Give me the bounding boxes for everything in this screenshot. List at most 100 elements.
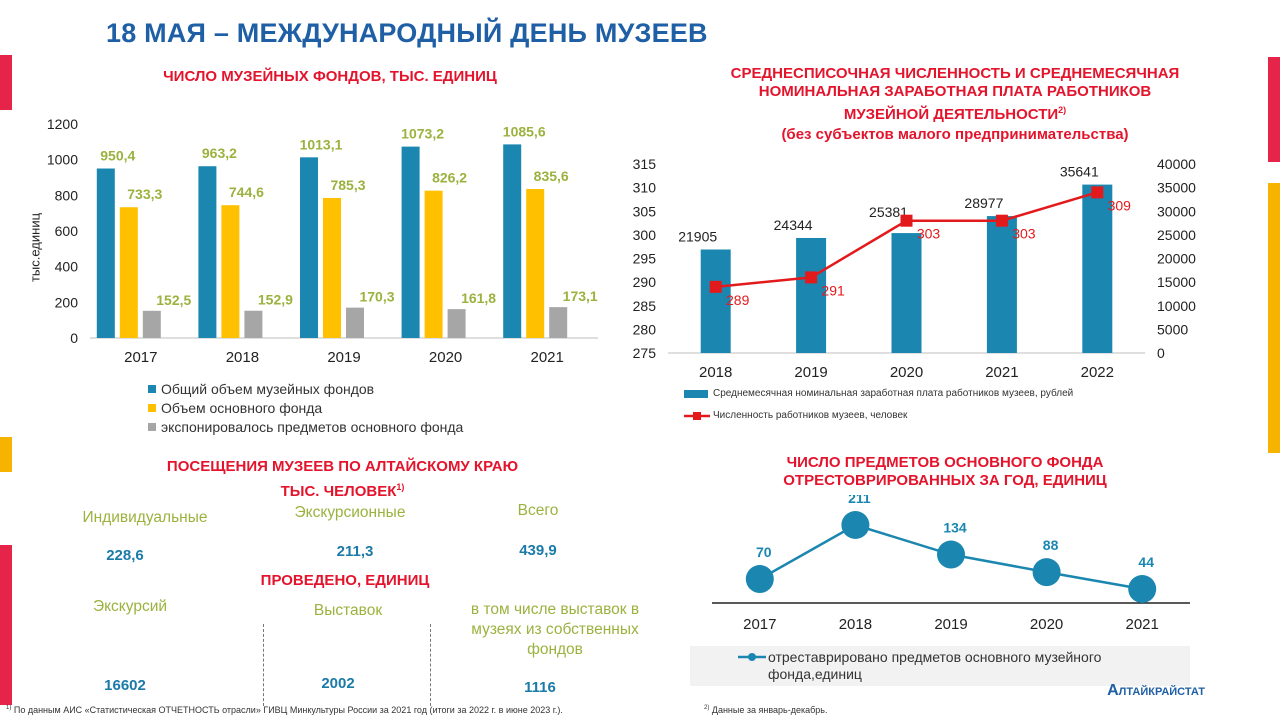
salary-right-tick-3: 15000 — [1157, 274, 1196, 290]
salary-bar-2022 — [1082, 184, 1113, 353]
brand-logo-text: Алтайкрайстат — [1107, 682, 1205, 699]
restored-xtick-2021: 2021 — [1126, 616, 1159, 633]
funds-bar-s2-2018 — [244, 310, 263, 338]
salary-bar-2020 — [891, 233, 922, 353]
funds-label-s1-2018: 744,6 — [229, 184, 264, 200]
salary-left-tick-6: 305 — [633, 203, 657, 219]
staff-marker-2019 — [805, 271, 818, 284]
accent-red-right — [1268, 57, 1280, 162]
restored-marker-2018 — [841, 511, 870, 539]
salary-legend-bar: Среднемесячная номинальная заработная пл… — [684, 388, 1073, 399]
funds-bar-s1-2019 — [323, 197, 341, 338]
funds-label-s2-2018: 152,9 — [258, 292, 293, 308]
funds-bar-s1-2021 — [526, 188, 545, 338]
visits-heading-sup: 1) — [396, 482, 405, 492]
accent-yellow-left — [0, 437, 12, 472]
salary-right-tick-8: 40000 — [1157, 156, 1196, 172]
salary-left-tick-4: 295 — [633, 251, 657, 267]
funds-chart-heading: ЧИСЛО МУЗЕЙНЫХ ФОНДОВ, ТЫС. ЕДИНИЦ — [163, 68, 497, 85]
salary-bar-2018 — [700, 249, 731, 353]
accent-red-top-left — [0, 55, 12, 110]
legend-swatch-gray — [148, 423, 156, 431]
salary-bar-2021 — [986, 216, 1017, 353]
salary-heading-line2: НОМИНАЛЬНАЯ ЗАРАБОТНАЯ ПЛАТА РАБОТНИКОВ — [758, 83, 1152, 100]
restored-xtick-2018: 2018 — [839, 616, 872, 633]
restored-marker-2020 — [1032, 558, 1061, 587]
funds-ytick-2: 400 — [55, 259, 79, 275]
restored-chart-marks: 70 2017 211 2018 134 2019 88 2020 44 2021 — [712, 495, 1190, 633]
funds-legend-label-exhibited: экспонировалось предметов основного фонд… — [161, 419, 464, 435]
salary-chart-line: 289 291 303 303 309 — [709, 186, 1132, 308]
visits-value-individual: 228,6 — [106, 547, 144, 564]
salary-left-tick-8: 315 — [633, 156, 657, 172]
funds-chart-ylabel: тыс.единиц — [27, 212, 43, 283]
funds-label-s0-2019: 1013,1 — [300, 136, 343, 152]
funds-label-s2-2019: 170,3 — [359, 289, 394, 305]
funds-label-s0-2017: 950,4 — [100, 148, 135, 164]
accent-yellow-right — [1268, 183, 1280, 453]
salary-xtick-2019: 2019 — [794, 364, 827, 381]
funds-xtick-2019: 2019 — [327, 349, 360, 366]
held-separator-1 — [263, 624, 264, 706]
held-heading: ПРОВЕДЕНО, ЕДИНИЦ — [260, 572, 430, 589]
salary-left-tick-7: 310 — [633, 180, 657, 196]
staff-marker-2020 — [900, 214, 913, 227]
funds-label-s0-2018: 963,2 — [202, 145, 237, 161]
funds-bar-s0-2019 — [300, 157, 318, 338]
salary-legend-line: Численность работников музеев, человек — [684, 410, 907, 421]
staff-label-2018: 289 — [726, 292, 750, 308]
salary-chart-heading: СРЕДНЕСПИСОЧНАЯ ЧИСЛЕННОСТЬ И СРЕДНЕМЕСЯ… — [640, 65, 1270, 144]
salary-left-tick-1: 280 — [633, 321, 657, 337]
restored-xtick-2020: 2020 — [1030, 616, 1063, 633]
visits-label-excursion: Экскурсионные — [294, 504, 406, 521]
held-label-exhibitions: Выставок — [313, 602, 383, 619]
salary-xtick-2021: 2021 — [985, 364, 1018, 381]
held-value-exhibitions: 2002 — [321, 675, 355, 692]
legend-swatch-blue — [148, 385, 156, 393]
funds-legend-label-main: Объем основного фонда — [161, 400, 323, 416]
funds-bar-s1-2020 — [424, 190, 443, 338]
staff-label-2019: 291 — [821, 282, 845, 298]
salary-heading-line3: МУЗЕЙНОЙ ДЕЯТЕЛЬНОСТИ — [843, 106, 1059, 123]
staff-marker-2018 — [709, 280, 722, 293]
held-value-excursions: 16602 — [104, 677, 146, 694]
salary-bar-2019 — [796, 237, 827, 353]
funds-xtick-2018: 2018 — [226, 349, 259, 366]
salary-xtick-2020: 2020 — [890, 364, 923, 381]
visits-value-total: 439,9 — [519, 542, 557, 559]
staff-label-2021: 303 — [1012, 226, 1036, 242]
footnote-2: 2) Данные за январь-декабрь. — [704, 705, 827, 715]
salary-right-tick-6: 30000 — [1157, 203, 1196, 219]
staff-marker-2021 — [995, 214, 1008, 227]
funds-bar-s0-2020 — [401, 146, 420, 338]
visits-label-individual: Индивидуальные — [82, 509, 208, 526]
held-label-excursions: Экскурсий — [92, 598, 168, 615]
restored-marker-2017 — [745, 565, 774, 594]
salary-bar-label-2020: 25381 — [869, 204, 908, 220]
footnote-1-sup: 1) — [6, 705, 12, 711]
restored-chart: 70 2017 211 2018 134 2019 88 2020 44 2021 — [712, 495, 1190, 633]
footnote-1: 1) По данным АИС «Статистическая ОТЧЕТНО… — [6, 705, 563, 715]
legend-swatch-staff — [684, 411, 710, 420]
visits-heading-line2-wrap: ТЫС. ЧЕЛОВЕК1) — [120, 477, 565, 502]
salary-bar-label-2019: 24344 — [774, 217, 813, 233]
salary-bar-label-2021: 28977 — [964, 195, 1003, 211]
staff-label-2022: 309 — [1108, 197, 1132, 213]
visits-heading-line2: ТЫС. ЧЕЛОВЕК — [280, 483, 397, 500]
restored-label-2017: 70 — [756, 544, 772, 560]
restored-marker-2021 — [1128, 575, 1157, 603]
funds-label-s1-2020: 826,2 — [432, 170, 467, 186]
footnote-2-text: Данные за январь-декабрь. — [711, 705, 828, 715]
salary-heading-line3-wrap: МУЗЕЙНОЙ ДЕЯТЕЛЬНОСТИ2) — [640, 101, 1270, 124]
funds-legend-label-total: Общий объем музейных фондов — [161, 381, 375, 397]
restored-legend: отреставрировано предметов основного муз… — [690, 646, 1190, 686]
funds-bar-s2-2019 — [346, 307, 364, 338]
salary-right-tick-2: 10000 — [1157, 298, 1196, 314]
funds-label-s2-2017: 152,5 — [156, 292, 191, 308]
salary-legend-line-label: Численность работников музеев, человек — [713, 410, 908, 421]
funds-legend-item-exhibited: экспонировалось предметов основного фонд… — [148, 419, 463, 435]
held-separator-2 — [430, 624, 431, 706]
salary-right-tick-0: 0 — [1157, 345, 1165, 361]
restored-label-2021: 44 — [1138, 554, 1154, 570]
salary-chart: 275 280 285 290 295 300 305 310 315 0 5000 10000 150… — [633, 156, 1197, 381]
